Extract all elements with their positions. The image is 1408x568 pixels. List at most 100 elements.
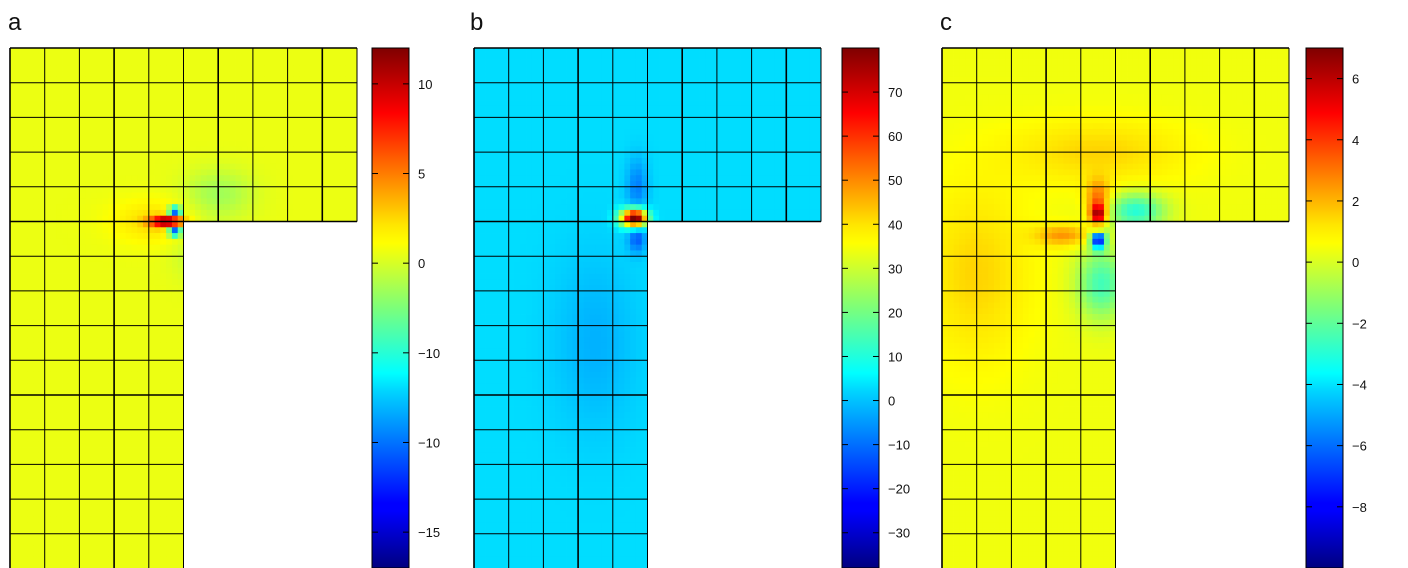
heatmap-cell [102, 539, 109, 546]
heatmap-cell [572, 146, 579, 153]
heatmap-cell [647, 169, 654, 176]
heatmap-cell [148, 152, 155, 159]
heatmap-cell [15, 221, 22, 228]
heatmap-cell [15, 400, 22, 407]
heatmap-cell [299, 128, 306, 136]
heatmap-cell [108, 458, 115, 465]
heatmap-cell [44, 395, 51, 402]
heatmap-cell [792, 94, 799, 101]
heatmap-cell [38, 423, 46, 431]
heatmap-cell [56, 371, 63, 379]
heatmap-cell [601, 111, 608, 118]
heatmap-cell [33, 435, 40, 442]
heatmap-cell [131, 117, 138, 124]
heatmap-cell [90, 406, 98, 413]
heatmap-cell [792, 71, 799, 78]
heatmap-cell [797, 71, 805, 78]
heatmap-cell [50, 111, 57, 118]
heatmap-cell [85, 273, 92, 280]
heatmap-cell [148, 128, 155, 136]
heatmap-cell [62, 290, 69, 298]
heatmap-cell [44, 146, 51, 153]
heatmap-cell [102, 556, 109, 564]
heatmap-cell [33, 59, 40, 66]
heatmap-cell [322, 163, 329, 170]
heatmap-cell [722, 65, 729, 72]
heatmap-cell [241, 94, 248, 101]
heatmap-cell [687, 134, 695, 141]
heatmap-cell [630, 76, 637, 84]
heatmap-cell [131, 406, 138, 413]
heatmap-cell [96, 192, 103, 199]
heatmap-cell [664, 53, 672, 60]
heatmap-cell [131, 522, 138, 529]
heatmap-cell [549, 152, 556, 159]
heatmap-cell [56, 273, 63, 280]
heatmap-cell [699, 152, 706, 159]
heatmap-cell [131, 366, 138, 373]
heatmap-cell [815, 100, 822, 107]
heatmap-cell [90, 53, 98, 60]
heatmap-cell [171, 250, 179, 257]
heatmap-cell [664, 94, 672, 101]
heatmap-cell [143, 169, 150, 176]
heatmap-cell [33, 296, 40, 303]
heatmap-cell [803, 140, 810, 147]
heatmap-cell [108, 111, 115, 118]
heatmap-cell [56, 539, 63, 546]
heatmap-cell [166, 261, 173, 269]
heatmap-cell [79, 337, 86, 344]
heatmap-cell [497, 65, 504, 72]
heatmap-cell [740, 100, 747, 107]
heatmap-cell [62, 551, 69, 558]
heatmap-cell [757, 105, 764, 113]
heatmap-cell [44, 279, 51, 286]
heatmap-cell [699, 163, 706, 170]
heatmap-cell [108, 447, 115, 454]
heatmap-cell [699, 88, 706, 95]
heatmap-cell [774, 152, 781, 159]
heatmap-cell [148, 470, 155, 477]
heatmap-cell [247, 88, 254, 95]
heatmap-cell [682, 65, 689, 72]
heatmap-cell [114, 169, 121, 176]
heatmap-cell [212, 163, 219, 170]
heatmap-cell [693, 100, 700, 107]
heatmap-cell [50, 157, 57, 165]
heatmap-cell [206, 65, 213, 72]
heatmap-cell [247, 215, 254, 222]
heatmap-cell [114, 429, 121, 436]
heatmap-cell [50, 204, 57, 211]
heatmap-cell [763, 134, 770, 141]
heatmap-cell [780, 146, 787, 153]
heatmap-cell [62, 163, 69, 170]
heatmap-cell [497, 82, 504, 89]
heatmap-cell [345, 204, 352, 211]
heatmap-cell [102, 528, 109, 535]
heatmap-cell [56, 487, 63, 494]
heatmap-cell [293, 140, 300, 147]
heatmap-cell [728, 53, 735, 60]
heatmap-cell [90, 273, 98, 280]
heatmap-cell [316, 157, 323, 165]
heatmap-cell [96, 140, 103, 147]
heatmap-cell [328, 186, 335, 193]
heatmap-cell [474, 65, 481, 72]
heatmap-cell [148, 441, 155, 448]
heatmap-cell [67, 261, 75, 269]
heatmap-cell [143, 128, 150, 136]
heatmap-cell [148, 227, 155, 234]
heatmap-cell [143, 209, 150, 217]
heatmap-cell [21, 261, 28, 269]
heatmap-cell [177, 377, 184, 384]
heatmap-cell [177, 539, 184, 546]
heatmap-cell [235, 204, 242, 211]
heatmap-cell [67, 412, 75, 419]
heatmap-cell [125, 285, 132, 292]
heatmap-cell [171, 238, 179, 246]
heatmap-cell [537, 111, 544, 118]
heatmap-cell [154, 348, 161, 355]
heatmap-cell [131, 516, 138, 523]
heatmap-cell [131, 539, 138, 546]
heatmap-cell [73, 551, 80, 558]
